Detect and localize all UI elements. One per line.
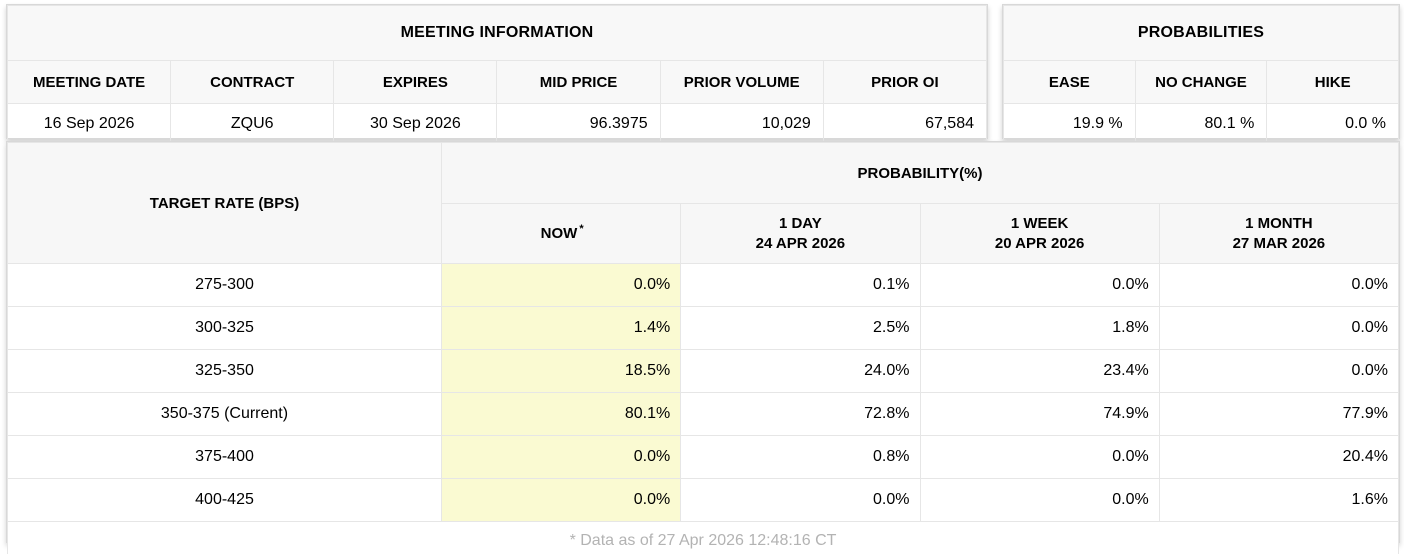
mid-price-value: 96.3975 [497, 104, 660, 144]
hike-header: HIKE [1267, 61, 1399, 104]
target-rate-cell: 375-400 [8, 436, 442, 479]
expires-value: 30 Sep 2026 [334, 104, 497, 144]
mid-price-header: MID PRICE [497, 61, 660, 104]
table-row: 300-325 1.4% 2.5% 1.8% 0.0% [8, 307, 1399, 350]
one-week-value-cell: 0.0% [920, 264, 1159, 307]
no-change-header: NO CHANGE [1135, 61, 1267, 104]
meeting-date-header: MEETING DATE [8, 61, 171, 104]
target-rate-cell: 275-300 [8, 264, 442, 307]
one-day-value-cell: 2.5% [681, 307, 920, 350]
target-rate-cell: 300-325 [8, 307, 442, 350]
probabilities-header-row: EASE NO CHANGE HIKE [1004, 61, 1399, 104]
one-month-column-header: 1 MONTH 27 MAR 2026 [1159, 204, 1398, 264]
one-day-value-cell: 72.8% [681, 393, 920, 436]
now-value-cell: 1.4% [442, 307, 681, 350]
one-month-label: 1 MONTH [1161, 214, 1397, 234]
prior-volume-header: PRIOR VOLUME [660, 61, 823, 104]
table-row: 275-300 0.0% 0.1% 0.0% 0.0% [8, 264, 1399, 307]
one-month-value-cell: 1.6% [1159, 479, 1398, 522]
one-week-value-cell: 1.8% [920, 307, 1159, 350]
meeting-information-header-row: MEETING DATE CONTRACT EXPIRES MID PRICE … [8, 61, 987, 104]
meeting-information-data-row: 16 Sep 2026 ZQU6 30 Sep 2026 96.3975 10,… [8, 104, 987, 144]
one-day-column-header: 1 DAY 24 APR 2026 [681, 204, 920, 264]
now-column-header: NOW* [442, 204, 681, 264]
one-week-column-header: 1 WEEK 20 APR 2026 [920, 204, 1159, 264]
probability-matrix-panel: TARGET RATE (BPS) PROBABILITY(%) NOW* 1 … [6, 141, 1400, 543]
now-label: NOW [541, 225, 578, 242]
data-as-of-footnote: * Data as of 27 Apr 2026 12:48:16 CT [8, 522, 1399, 554]
now-value-cell: 18.5% [442, 350, 681, 393]
ease-value: 19.9 % [1004, 104, 1136, 144]
target-rate-header: TARGET RATE (BPS) [8, 143, 442, 264]
one-week-date: 20 APR 2026 [922, 234, 1158, 254]
table-row: 350-375 (Current) 80.1% 72.8% 74.9% 77.9… [8, 393, 1399, 436]
prior-oi-value: 67,584 [823, 104, 986, 144]
now-value-cell: 0.0% [442, 436, 681, 479]
probabilities-table: PROBABILITIES EASE NO CHANGE HIKE 19.9 %… [1003, 5, 1399, 144]
now-value-cell: 0.0% [442, 479, 681, 522]
one-month-date: 27 MAR 2026 [1161, 234, 1397, 254]
probability-header: PROBABILITY(%) [442, 143, 1399, 204]
table-row: 400-425 0.0% 0.0% 0.0% 1.6% [8, 479, 1399, 522]
contract-header: CONTRACT [171, 61, 334, 104]
table-row: 325-350 18.5% 24.0% 23.4% 0.0% [8, 350, 1399, 393]
meeting-date-value: 16 Sep 2026 [8, 104, 171, 144]
one-day-date: 24 APR 2026 [682, 234, 918, 254]
probabilities-title: PROBABILITIES [1004, 6, 1399, 61]
probabilities-panel: PROBABILITIES EASE NO CHANGE HIKE 19.9 %… [1002, 4, 1400, 139]
footnote-row: * Data as of 27 Apr 2026 12:48:16 CT [8, 522, 1399, 554]
fedwatch-tool-view: MEETING INFORMATION MEETING DATE CONTRAC… [0, 0, 1404, 554]
probabilities-data-row: 19.9 % 80.1 % 0.0 % [1004, 104, 1399, 144]
one-month-value-cell: 0.0% [1159, 350, 1398, 393]
meeting-information-table: MEETING INFORMATION MEETING DATE CONTRAC… [7, 5, 987, 144]
now-asterisk: * [579, 223, 583, 235]
one-week-value-cell: 74.9% [920, 393, 1159, 436]
target-rate-cell: 325-350 [8, 350, 442, 393]
matrix-header-row-1: TARGET RATE (BPS) PROBABILITY(%) [8, 143, 1399, 204]
one-day-label: 1 DAY [682, 214, 918, 234]
one-week-value-cell: 23.4% [920, 350, 1159, 393]
meeting-information-title-row: MEETING INFORMATION [8, 6, 987, 61]
meeting-information-panel: MEETING INFORMATION MEETING DATE CONTRAC… [6, 4, 988, 139]
one-month-value-cell: 0.0% [1159, 264, 1398, 307]
hike-value: 0.0 % [1267, 104, 1399, 144]
ease-header: EASE [1004, 61, 1136, 104]
now-value-cell: 0.0% [442, 264, 681, 307]
one-month-value-cell: 77.9% [1159, 393, 1398, 436]
probability-matrix-table: TARGET RATE (BPS) PROBABILITY(%) NOW* 1 … [7, 142, 1399, 554]
prior-volume-value: 10,029 [660, 104, 823, 144]
one-month-value-cell: 0.0% [1159, 307, 1398, 350]
one-day-value-cell: 0.8% [681, 436, 920, 479]
one-week-value-cell: 0.0% [920, 436, 1159, 479]
probabilities-title-row: PROBABILITIES [1004, 6, 1399, 61]
meeting-information-title: MEETING INFORMATION [8, 6, 987, 61]
one-day-value-cell: 0.0% [681, 479, 920, 522]
target-rate-cell: 400-425 [8, 479, 442, 522]
no-change-value: 80.1 % [1135, 104, 1267, 144]
now-value-cell: 80.1% [442, 393, 681, 436]
contract-value: ZQU6 [171, 104, 334, 144]
one-month-value-cell: 20.4% [1159, 436, 1398, 479]
one-day-value-cell: 0.1% [681, 264, 920, 307]
one-week-value-cell: 0.0% [920, 479, 1159, 522]
one-week-label: 1 WEEK [922, 214, 1158, 234]
target-rate-cell: 350-375 (Current) [8, 393, 442, 436]
one-day-value-cell: 24.0% [681, 350, 920, 393]
table-row: 375-400 0.0% 0.8% 0.0% 20.4% [8, 436, 1399, 479]
prior-oi-header: PRIOR OI [823, 61, 986, 104]
expires-header: EXPIRES [334, 61, 497, 104]
